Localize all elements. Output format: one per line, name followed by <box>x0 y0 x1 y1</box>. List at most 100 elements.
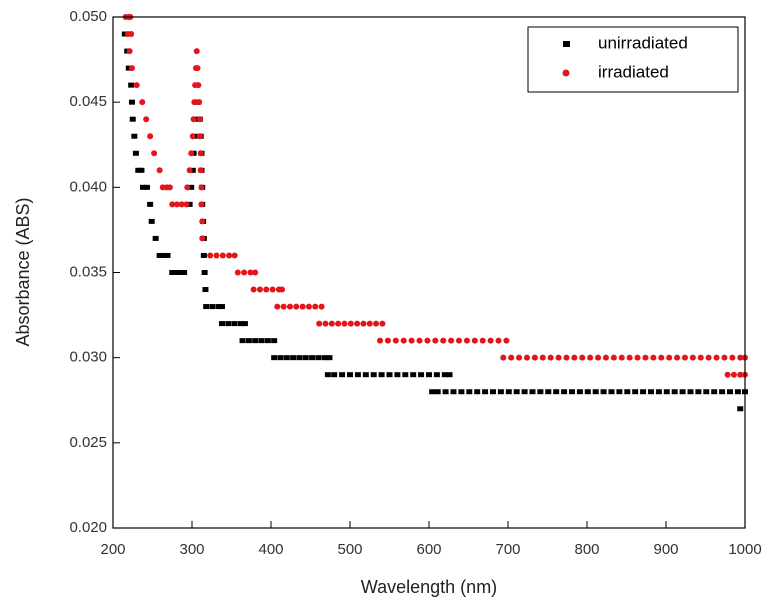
point <box>231 252 238 259</box>
point <box>215 304 222 310</box>
point <box>128 31 135 38</box>
point <box>324 372 331 378</box>
point <box>721 354 728 361</box>
point <box>370 372 377 378</box>
point <box>237 321 244 327</box>
point <box>503 337 510 344</box>
point <box>724 371 731 378</box>
point <box>263 286 270 293</box>
x-tick-label: 800 <box>574 541 599 558</box>
point <box>400 337 407 344</box>
point <box>466 389 473 395</box>
x-tick-label: 200 <box>100 541 125 558</box>
point <box>378 372 385 378</box>
point <box>219 252 226 259</box>
point <box>283 355 290 361</box>
point <box>497 389 504 395</box>
point <box>164 252 171 258</box>
point <box>410 372 417 378</box>
point <box>547 354 554 361</box>
point <box>379 320 386 327</box>
point <box>219 304 226 310</box>
point <box>188 184 195 190</box>
point <box>734 389 741 395</box>
point <box>203 304 210 310</box>
point <box>576 389 583 395</box>
point <box>316 320 323 327</box>
x-tick-label: 600 <box>416 541 441 558</box>
y-tick-label: 0.030 <box>69 349 107 366</box>
point <box>495 337 502 344</box>
point <box>148 218 155 224</box>
point <box>173 201 180 208</box>
point <box>545 389 552 395</box>
point <box>202 287 209 293</box>
point <box>679 389 686 395</box>
point <box>456 337 463 344</box>
point <box>121 31 128 37</box>
point <box>252 338 259 344</box>
point <box>147 201 154 207</box>
point <box>143 184 150 190</box>
x-tick-label: 700 <box>495 541 520 558</box>
point <box>315 355 322 361</box>
point <box>442 389 449 395</box>
point <box>331 372 338 378</box>
point <box>553 389 560 395</box>
point <box>579 354 586 361</box>
legend-marker <box>563 41 570 47</box>
point <box>703 389 710 395</box>
point <box>160 252 167 258</box>
point <box>201 270 208 275</box>
point <box>730 371 737 378</box>
point <box>666 354 673 361</box>
point <box>500 354 507 361</box>
point <box>523 354 530 361</box>
point <box>197 150 204 157</box>
point <box>529 389 536 395</box>
point <box>448 337 455 344</box>
point <box>274 303 281 310</box>
point <box>616 389 623 395</box>
point <box>226 252 233 259</box>
point <box>207 252 214 259</box>
point <box>128 65 135 72</box>
y-axis-title: Absorbance (ABS) <box>13 197 33 346</box>
point <box>424 337 431 344</box>
point <box>471 337 478 344</box>
point <box>186 201 193 207</box>
point <box>632 389 639 395</box>
point <box>280 303 287 310</box>
point <box>309 355 316 361</box>
point <box>293 303 300 310</box>
point <box>241 269 248 276</box>
point <box>321 355 328 361</box>
point <box>250 286 257 293</box>
point <box>446 372 453 378</box>
point <box>647 389 654 395</box>
point <box>219 321 226 327</box>
point <box>196 99 203 106</box>
point <box>200 252 207 258</box>
point <box>299 303 306 310</box>
point <box>713 354 720 361</box>
point <box>729 354 736 361</box>
point <box>711 389 718 395</box>
point <box>156 252 163 258</box>
point <box>131 133 138 139</box>
point <box>195 82 202 89</box>
point <box>169 270 176 275</box>
point <box>181 270 188 275</box>
point <box>277 355 284 361</box>
point <box>328 320 335 327</box>
point <box>125 65 132 71</box>
point <box>489 389 496 395</box>
point <box>377 337 384 344</box>
point <box>239 338 246 344</box>
point <box>193 48 200 55</box>
point <box>432 337 439 344</box>
point <box>513 389 520 395</box>
point <box>394 372 401 378</box>
point <box>697 354 704 361</box>
